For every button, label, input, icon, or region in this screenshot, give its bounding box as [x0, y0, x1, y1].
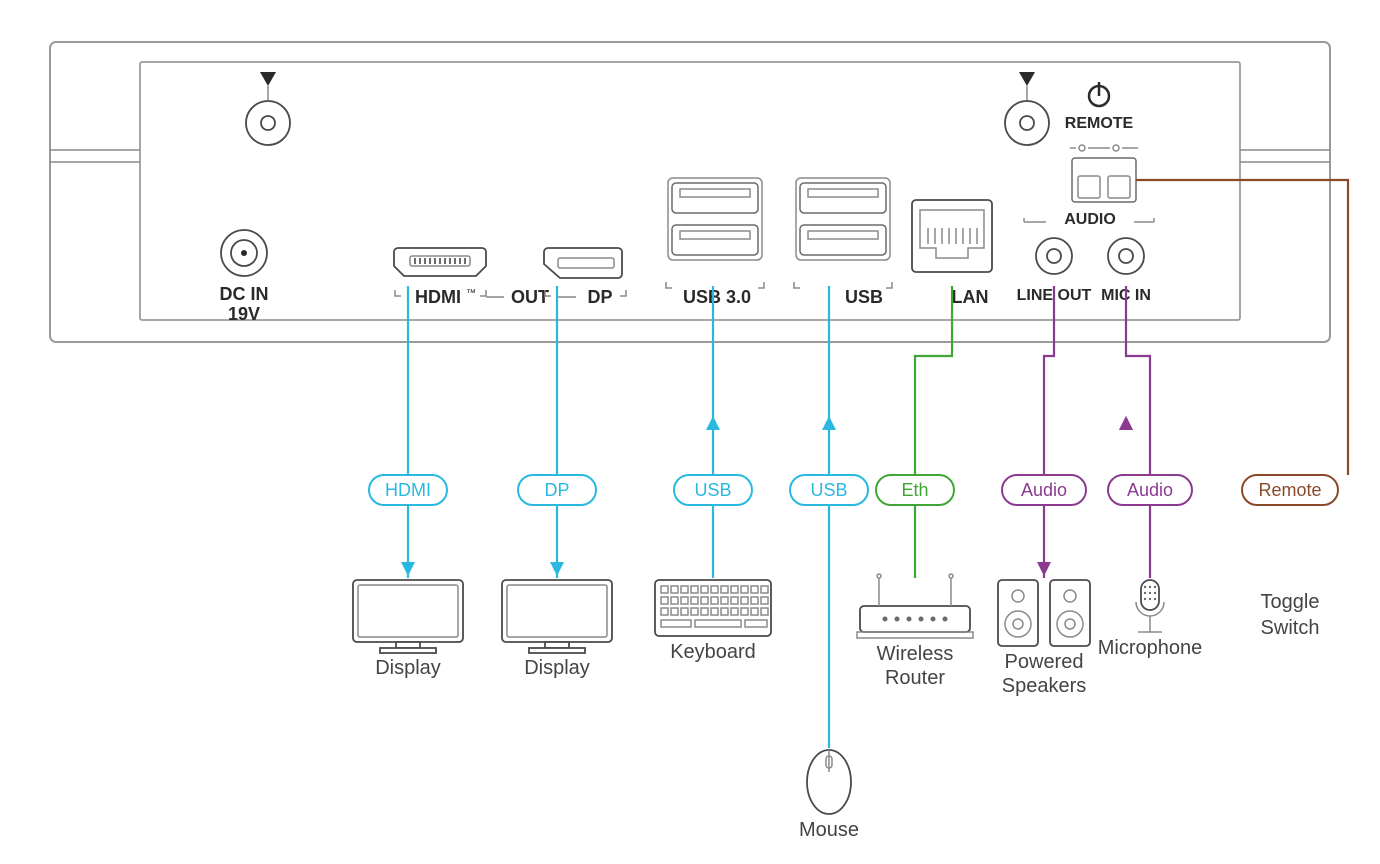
device-speakers-icon: [998, 580, 1090, 646]
audio-header: AUDIO: [1064, 211, 1116, 228]
out-label: OUT: [511, 287, 549, 307]
device-keyboard-icon: [655, 580, 771, 636]
device-hdmi-label: Display: [375, 657, 441, 679]
device-mic-icon: [1136, 580, 1164, 632]
device-display-icon: [353, 580, 463, 653]
device-dp-label: Display: [524, 657, 590, 679]
dp-port: [544, 248, 622, 278]
remote-label: REMOTE: [1065, 115, 1134, 132]
dp-label: DP: [587, 287, 612, 307]
device-icons: Display Display Keyboard Mouse WirelessRoute…: [353, 574, 1319, 841]
pill-micin-text: Audio: [1127, 480, 1173, 500]
pill-usb3-text: USB: [694, 480, 731, 500]
lineout-jack: [1036, 238, 1072, 274]
lan-port: [912, 200, 992, 272]
device-mouse-icon: [807, 750, 851, 814]
rear-panel-diagram: REMOTE DC IN 19V HDMI ™: [0, 0, 1380, 864]
pill-remote-text: Remote: [1258, 480, 1321, 500]
dc-in-label-2: 19V: [228, 304, 260, 324]
micin-jack: [1108, 238, 1144, 274]
pill-usb-text: USB: [810, 480, 847, 500]
device-router-icon: [857, 574, 973, 638]
device-usb3-label: Keyboard: [670, 641, 756, 663]
hdmi-label: HDMI: [415, 287, 461, 307]
device-lineout-label: Powered: [1005, 651, 1084, 673]
device-lan-label: Router: [885, 667, 945, 689]
device-remote-label: Toggle: [1261, 591, 1320, 613]
pill-lineout-text: Audio: [1021, 480, 1067, 500]
pill-lan-text: Eth: [901, 480, 928, 500]
device-display-icon: [502, 580, 612, 653]
dc-in-label-1: DC IN: [220, 284, 269, 304]
hdmi-port: [394, 248, 486, 276]
usb-label: USB: [845, 287, 883, 307]
dc-in-port: [221, 230, 267, 276]
svg-text:Switch: Switch: [1261, 617, 1320, 639]
lan-label: LAN: [952, 287, 989, 307]
device-micin-label: Microphone: [1098, 637, 1203, 659]
device-usb-label: Mouse: [799, 819, 859, 841]
device-lineout-label: Speakers: [1002, 675, 1087, 697]
conn-usb: USB: [790, 286, 868, 748]
pill-dp-text: DP: [544, 480, 569, 500]
device-lan-label: Wireless: [877, 643, 954, 665]
hdmi-tm: ™: [466, 288, 476, 299]
usb3-label: USB 3.0: [683, 287, 751, 307]
pill-hdmi-text: HDMI: [385, 480, 431, 500]
